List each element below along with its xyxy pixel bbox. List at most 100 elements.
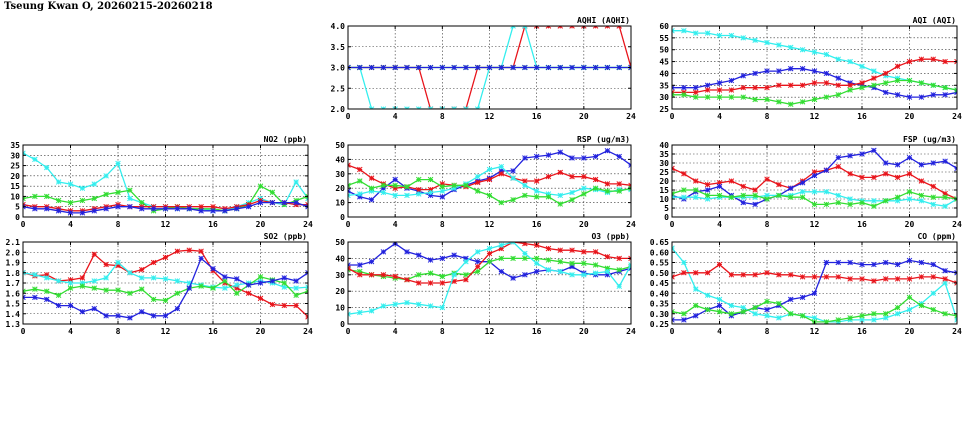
data-point-red	[752, 187, 758, 193]
data-point-blue	[581, 155, 587, 161]
data-point-cyan	[103, 173, 109, 179]
data-point-cyan	[115, 160, 121, 167]
data-point-cyan	[704, 30, 711, 36]
data-point-red	[392, 273, 398, 280]
data-point-green	[67, 199, 74, 206]
data-point-green	[103, 287, 109, 293]
data-point-blue	[764, 68, 770, 74]
data-point-blue	[210, 265, 216, 272]
data-point-cyan	[942, 280, 948, 286]
data-point-red	[498, 245, 505, 252]
y-tick-label: 0	[340, 213, 345, 222]
data-point-green	[930, 306, 937, 313]
data-point-blue	[545, 64, 552, 71]
x-tick-label: 12	[810, 327, 820, 336]
data-point-green	[162, 297, 169, 304]
data-point-green	[716, 308, 723, 315]
data-point-green	[906, 189, 913, 195]
y-tick-label: 35	[10, 141, 20, 150]
data-point-green	[835, 317, 842, 323]
y-tick-label: 25	[10, 162, 20, 171]
y-tick-label: 30	[335, 170, 345, 179]
data-point-green	[463, 182, 469, 189]
data-point-red	[894, 174, 901, 181]
data-point-blue	[533, 153, 540, 160]
y-tick-label: 3.5	[331, 43, 346, 52]
data-point-green	[522, 192, 528, 199]
data-point-green	[728, 310, 735, 317]
data-point-cyan	[486, 245, 493, 252]
data-point-blue	[918, 162, 925, 168]
data-point-blue	[799, 65, 806, 72]
data-point-green	[498, 255, 505, 262]
data-point-red	[811, 169, 818, 175]
data-point-green	[692, 187, 699, 193]
data-point-green	[740, 308, 747, 315]
x-tick-label: 24	[626, 112, 636, 121]
data-point-green	[740, 192, 747, 199]
chart-title: CO (ppm)	[917, 232, 956, 241]
data-point-red	[894, 276, 901, 282]
data-point-red	[581, 249, 587, 255]
x-tick-label: 4	[717, 220, 722, 229]
data-point-red	[269, 301, 276, 308]
data-point-cyan	[293, 179, 299, 185]
data-point-green	[882, 198, 889, 204]
data-point-green	[752, 96, 758, 103]
x-tick-label: 24	[626, 220, 636, 229]
data-point-green	[427, 176, 434, 183]
x-tick-label: 12	[161, 327, 171, 336]
y-tick-label: 0	[664, 213, 669, 222]
x-tick-label: 8	[116, 327, 121, 336]
data-point-green	[787, 101, 794, 108]
data-point-red	[592, 249, 599, 255]
data-point-green	[728, 194, 735, 200]
data-point-blue	[281, 275, 288, 281]
x-tick-label: 12	[485, 220, 495, 229]
data-point-green	[740, 94, 747, 100]
data-point-blue	[32, 294, 38, 301]
data-point-red	[847, 276, 853, 282]
data-point-cyan	[545, 191, 552, 197]
x-tick-label: 8	[765, 327, 770, 336]
data-point-cyan	[616, 283, 622, 290]
data-point-cyan	[510, 175, 516, 181]
data-point-blue	[162, 313, 169, 319]
data-point-blue	[293, 278, 299, 284]
y-tick-label: 20	[335, 287, 345, 296]
data-point-cyan	[498, 242, 505, 249]
data-point-blue	[404, 64, 410, 71]
data-point-green	[871, 310, 877, 317]
data-point-red	[281, 302, 288, 309]
data-point-blue	[103, 206, 109, 212]
data-point-blue	[692, 84, 699, 91]
data-point-blue	[233, 276, 240, 282]
x-tick-label: 24	[952, 220, 962, 229]
data-point-cyan	[138, 275, 145, 281]
data-point-green	[847, 201, 853, 208]
data-point-green	[474, 268, 481, 275]
x-tick-label: 16	[532, 327, 542, 336]
data-point-red	[787, 272, 794, 278]
data-point-blue	[799, 180, 806, 186]
x-tick-label: 20	[905, 327, 915, 336]
data-point-cyan	[799, 46, 806, 53]
data-point-green	[681, 310, 687, 317]
data-point-blue	[281, 199, 288, 206]
y-tick-label: 20	[335, 184, 345, 193]
data-point-green	[43, 193, 50, 200]
y-tick-label: 30	[10, 151, 20, 160]
data-point-red	[43, 272, 50, 278]
data-point-green	[79, 197, 86, 204]
data-point-red	[835, 82, 842, 89]
data-point-green	[127, 290, 133, 297]
data-point-blue	[740, 199, 747, 206]
data-point-blue	[533, 268, 540, 275]
data-point-red	[859, 80, 865, 86]
data-point-red	[198, 203, 204, 210]
y-tick-label: 5	[664, 204, 669, 213]
data-point-red	[704, 269, 711, 276]
data-point-blue	[222, 208, 228, 214]
data-point-cyan	[79, 185, 86, 191]
data-point-red	[942, 190, 948, 197]
